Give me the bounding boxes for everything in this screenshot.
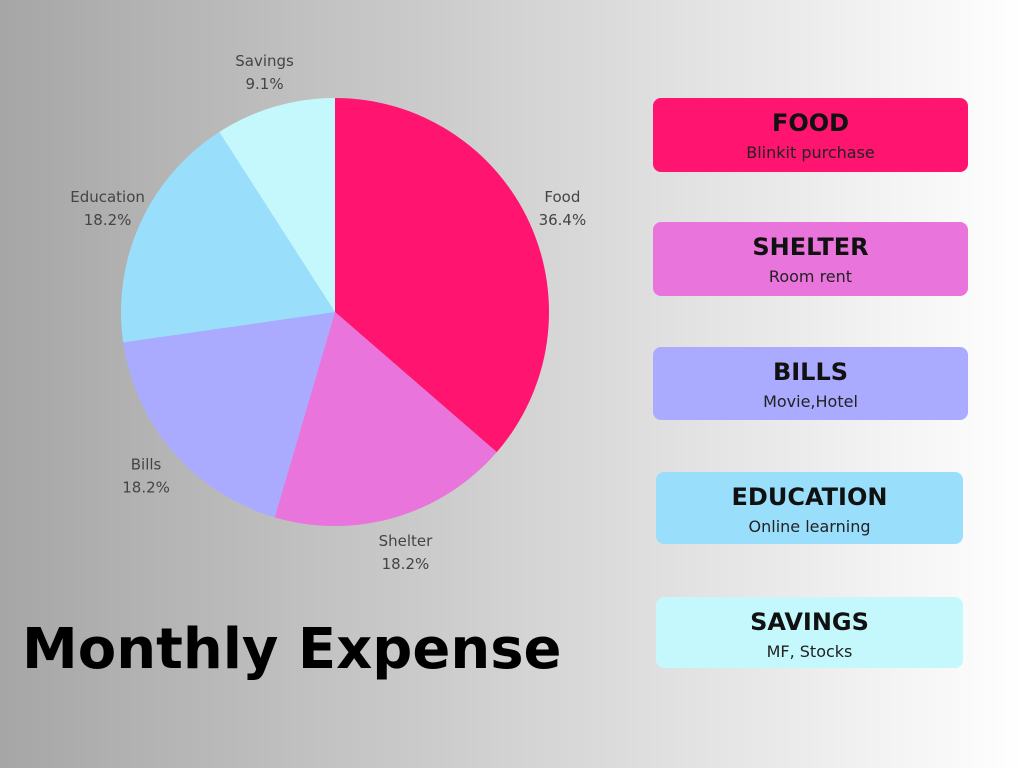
pie-slice [121, 131, 335, 343]
category-card [653, 222, 968, 296]
card-description: Blinkit purchase [746, 143, 875, 162]
slice-value-label: 18.2% [382, 555, 430, 573]
slice-category-label: Food [544, 188, 580, 206]
card-description: MF, Stocks [767, 642, 853, 661]
chart-title: Monthly Expense [22, 617, 562, 682]
pie-slice [219, 98, 335, 312]
category-card [653, 347, 968, 420]
card-title: BILLS [773, 358, 848, 386]
card-title: SAVINGS [750, 608, 869, 636]
card-description: Room rent [769, 267, 852, 286]
slice-category-label: Shelter [379, 532, 434, 550]
card-description: Movie,Hotel [763, 392, 858, 411]
slice-value-label: 18.2% [122, 479, 170, 497]
category-card [656, 597, 963, 668]
slice-value-label: 36.4% [539, 211, 587, 229]
pie-slice [274, 312, 497, 526]
card-title: FOOD [772, 109, 849, 137]
card-title: EDUCATION [732, 483, 888, 511]
slice-value-label: 9.1% [246, 75, 284, 93]
card-description: Online learning [749, 517, 871, 536]
slice-value-label: 18.2% [84, 211, 132, 229]
slice-category-label: Bills [131, 456, 162, 474]
slice-category-label: Education [70, 188, 145, 206]
card-title: SHELTER [752, 233, 868, 261]
category-card [653, 98, 968, 172]
slice-category-label: Savings [235, 52, 294, 70]
pie-slice [335, 98, 549, 453]
category-card [656, 472, 963, 544]
pie-slice [123, 312, 335, 518]
